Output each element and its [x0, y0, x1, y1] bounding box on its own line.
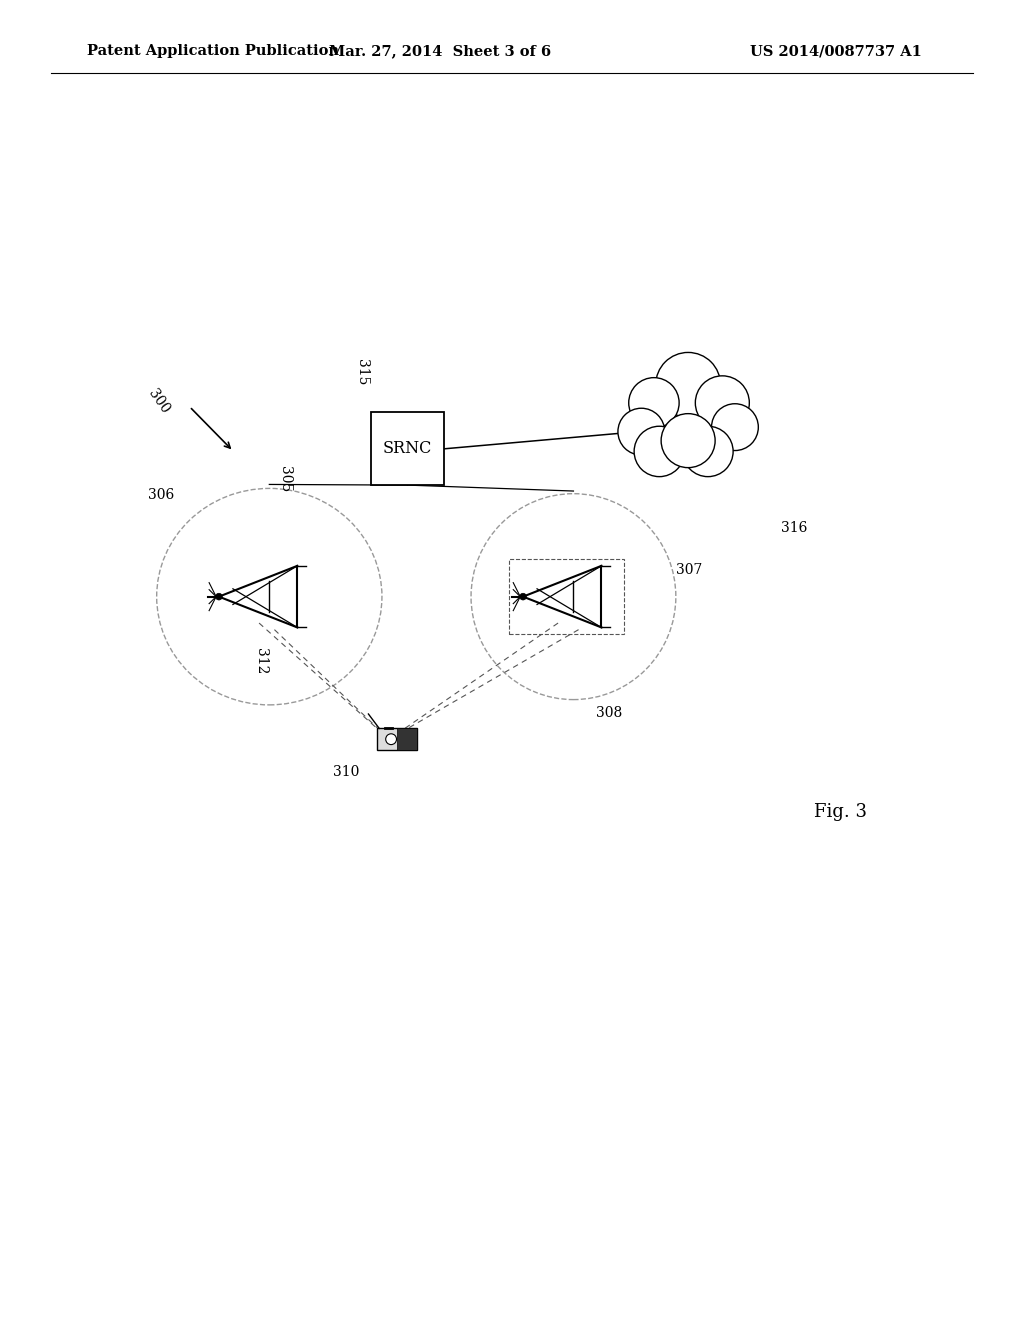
Text: SRNC: SRNC: [383, 441, 432, 457]
Text: 315: 315: [355, 359, 370, 385]
Circle shape: [695, 376, 750, 430]
Text: 312: 312: [254, 648, 268, 675]
Circle shape: [617, 408, 665, 455]
Circle shape: [629, 378, 679, 428]
Text: 310: 310: [333, 766, 359, 779]
Circle shape: [683, 426, 733, 477]
Bar: [397, 729, 417, 750]
Bar: [509, 558, 624, 635]
Text: 306: 306: [148, 488, 175, 502]
Text: 300: 300: [145, 387, 172, 416]
Bar: [371, 412, 444, 484]
Circle shape: [662, 413, 715, 467]
Circle shape: [634, 426, 684, 477]
Circle shape: [386, 734, 396, 744]
Text: Mar. 27, 2014  Sheet 3 of 6: Mar. 27, 2014 Sheet 3 of 6: [330, 45, 551, 58]
Text: 308: 308: [596, 706, 623, 719]
Text: Fig. 3: Fig. 3: [814, 803, 867, 821]
Text: 316: 316: [781, 521, 808, 535]
Circle shape: [520, 593, 526, 601]
Circle shape: [215, 593, 222, 601]
Bar: [377, 729, 417, 750]
Text: Patent Application Publication: Patent Application Publication: [87, 45, 339, 58]
Text: US 2014/0087737 A1: US 2014/0087737 A1: [750, 45, 922, 58]
Text: 307: 307: [676, 564, 702, 577]
Text: 305: 305: [278, 466, 292, 492]
Circle shape: [655, 352, 721, 417]
Circle shape: [712, 404, 759, 450]
